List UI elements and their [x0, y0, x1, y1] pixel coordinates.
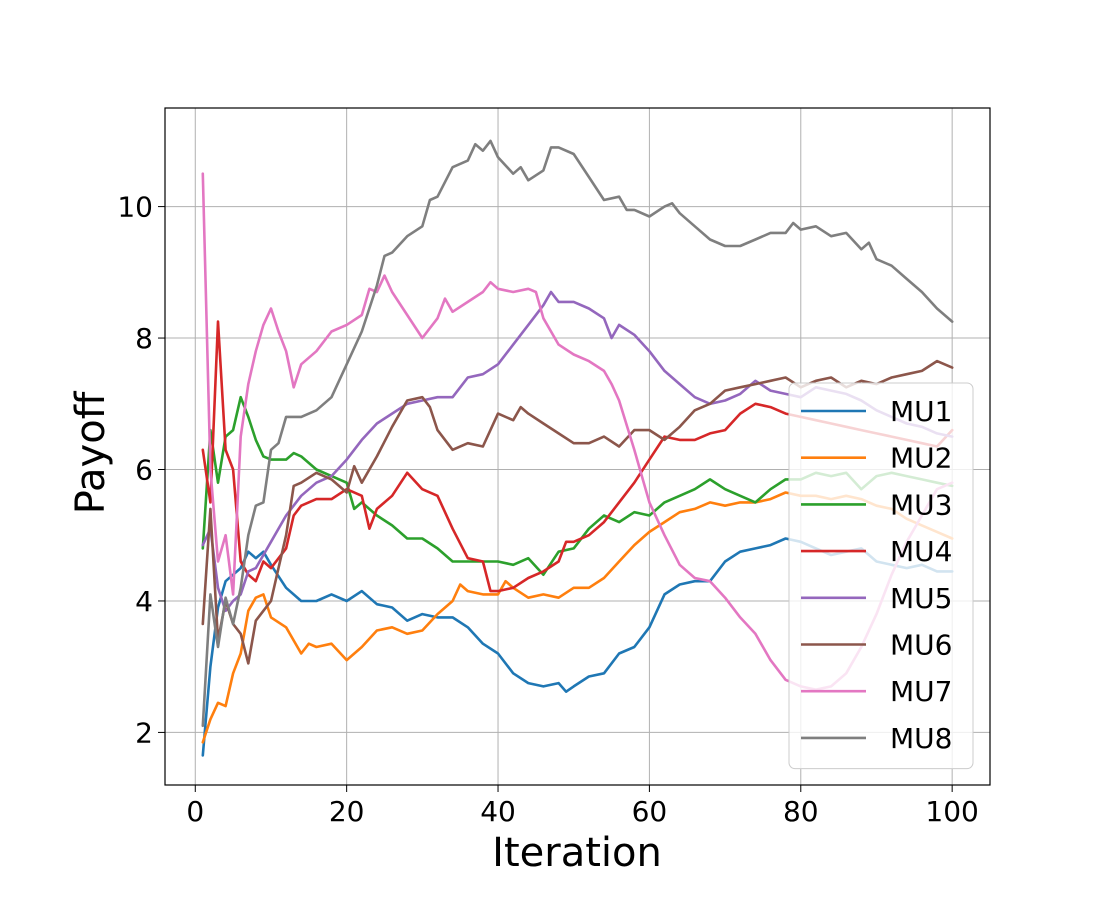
legend: MU1 MU2 MU3 MU4 MU5 MU6 MU7 MU8	[788, 382, 974, 770]
series-line-mu8	[201, 139, 954, 728]
x-tick-label: 20	[329, 795, 365, 828]
y-tick-label: 8	[135, 322, 153, 355]
y-tick-label: 2	[135, 716, 153, 749]
legend-label-mu7: MU7	[890, 675, 952, 708]
legend-label-mu5: MU5	[890, 582, 952, 615]
legend-label-mu8: MU8	[890, 722, 952, 755]
legend-frame	[788, 382, 974, 770]
x-tick-label: 40	[480, 795, 516, 828]
x-tick-label: 0	[186, 795, 204, 828]
legend-label-mu2: MU2	[890, 442, 952, 475]
y-tick-label: 6	[135, 454, 153, 487]
legend-label-mu1: MU1	[890, 395, 952, 428]
ticks: 0 20 40 60 80 100 2 4 6 8 10	[117, 191, 979, 828]
plot-area-frame	[164, 107, 991, 786]
legend-label-mu3: MU3	[890, 488, 952, 521]
legend-label-mu6: MU6	[890, 629, 952, 662]
x-tick-label: 100	[925, 795, 978, 828]
x-tick-label: 60	[632, 795, 668, 828]
x-axis-label: Iteration	[492, 830, 662, 876]
x-tick-label: 80	[783, 795, 819, 828]
y-axis-label: Payoff	[68, 390, 114, 514]
y-tick-label: 10	[117, 191, 153, 224]
y-tick-label: 4	[135, 585, 153, 618]
legend-label-mu4: MU4	[890, 535, 952, 568]
